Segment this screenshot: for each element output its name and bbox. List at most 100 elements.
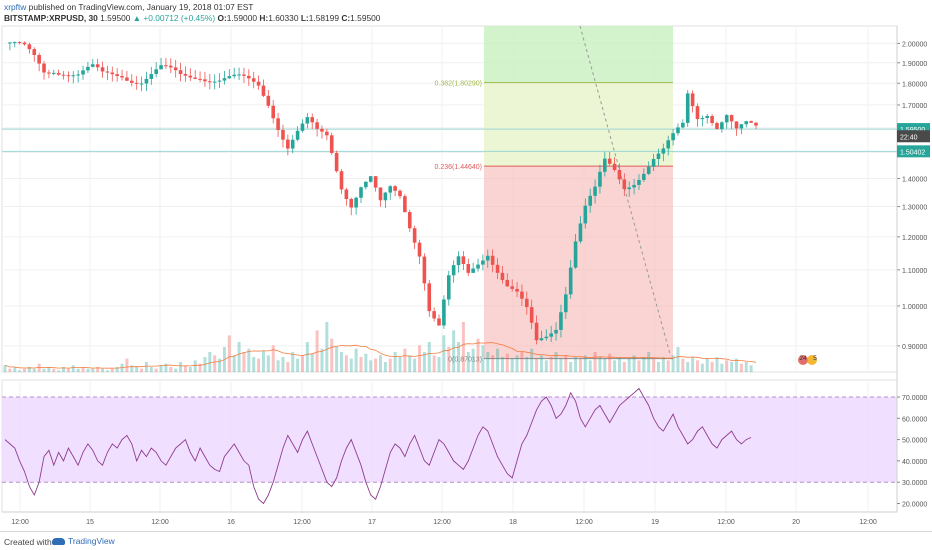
volume-bar (81, 367, 85, 372)
chart-header: xrpftw published on TradingView.com, Jan… (0, 0, 932, 26)
price-tick-label: 1.00000 (902, 304, 927, 311)
volume-bar (730, 362, 734, 372)
candle-body (368, 176, 373, 182)
candle-body (598, 171, 602, 187)
volume-bar (193, 360, 197, 372)
candle-body (495, 264, 500, 273)
candle-body (583, 205, 588, 224)
candle-body (276, 118, 280, 130)
price-tick-label: 1.90000 (902, 61, 927, 68)
event-count: 24 (799, 355, 807, 362)
candle-body (705, 116, 710, 119)
volume-bar (296, 358, 300, 372)
candle-body (203, 79, 207, 82)
volume-bar (47, 367, 51, 372)
axes: 2.000001.900001.800001.700001.600001.500… (2, 26, 930, 526)
volume-bar (188, 367, 192, 372)
fib-retracement[interactable]: 0.382(1.80290) 0.236(1.44640) 0(0.87013) (2, 25, 897, 364)
candle-body (476, 264, 480, 269)
volume-bar (627, 358, 631, 372)
candle-body (295, 130, 300, 140)
candle-body (568, 267, 573, 295)
candle-body (212, 81, 217, 83)
candle-body (427, 283, 432, 312)
tradingview-brand[interactable]: TradingView (52, 536, 115, 546)
price-tick-label: 1.80000 (902, 81, 927, 88)
time-tick-label: 15 (86, 519, 94, 526)
volume-bar (96, 367, 100, 372)
trend-line (579, 25, 671, 355)
candle-body (256, 81, 261, 86)
volume-bar (642, 357, 646, 372)
volume-bar (520, 352, 524, 372)
candle-body (349, 198, 354, 208)
candle-body (505, 279, 510, 287)
volume-bar (622, 362, 626, 372)
candle-body (593, 186, 597, 196)
volume-bar (705, 358, 709, 372)
candle-body (744, 121, 749, 125)
candle-body (578, 223, 583, 242)
candle-body (510, 286, 514, 289)
volume-bar (237, 342, 241, 372)
candle-body (320, 128, 324, 132)
footer: Created with TradingView (0, 531, 932, 550)
volume-bar (418, 345, 422, 372)
volume-bar (32, 368, 36, 372)
volume-bar (471, 348, 475, 372)
event-markers: 24 5 (798, 355, 817, 365)
rsi-tick-label: 30.0000 (902, 480, 927, 487)
candle-body (695, 106, 700, 120)
volume-bar (110, 368, 114, 372)
volume-bar (515, 355, 519, 372)
candle-body (56, 72, 61, 75)
created-with: Created with (4, 537, 52, 547)
candle-body (344, 189, 349, 199)
volume-bar (559, 358, 563, 372)
candle-body (61, 74, 66, 76)
volume-bar (681, 358, 685, 372)
brand-label: TradingView (68, 536, 115, 546)
volume-bar (101, 368, 105, 372)
volume-bar (374, 358, 378, 372)
time-tick-label: 12:00 (859, 519, 877, 526)
volume-bar (125, 358, 129, 372)
volume-bar (652, 358, 656, 372)
volume-bar (461, 322, 465, 372)
chart-canvas[interactable]: 0.382(1.80290) 0.236(1.44640) 0(0.87013) 2… (0, 0, 932, 531)
candle-body (407, 212, 412, 229)
candle-body (266, 95, 271, 106)
candle-body (720, 122, 724, 130)
open-value: 1.59000 (226, 13, 258, 23)
candle-body (559, 312, 563, 330)
volume-bar (505, 353, 509, 372)
candle-body (149, 74, 154, 79)
volume-bar (432, 355, 436, 372)
candle-body (612, 163, 617, 170)
volume-bar (276, 360, 280, 372)
volume-bar (144, 362, 148, 372)
volume-bar (574, 357, 578, 372)
volume-bar (174, 368, 178, 372)
time-tick-label: 16 (227, 519, 235, 526)
candle-body (144, 78, 149, 84)
author-link[interactable]: xrpftw (4, 2, 27, 12)
candle-body (710, 116, 714, 124)
candle-body (539, 338, 544, 341)
rsi-panel (2, 387, 897, 505)
candle-body (188, 75, 193, 78)
candle-body (485, 255, 490, 261)
price-tick-label: 1.70000 (902, 103, 927, 110)
volume-bar (325, 322, 329, 372)
time-tick-label: 18 (509, 519, 517, 526)
volume-ma-line (4, 342, 757, 369)
volume-bar (315, 330, 319, 372)
volume-bar (486, 352, 490, 372)
volume-bar (208, 352, 212, 372)
volume-bar (13, 367, 17, 372)
volume-bar (457, 342, 461, 372)
symbol-label[interactable]: BITSTAMP:XRPUSD, 30 (4, 13, 98, 23)
candle-body (715, 123, 719, 130)
candle-body (42, 63, 46, 73)
candle-body (529, 307, 534, 323)
